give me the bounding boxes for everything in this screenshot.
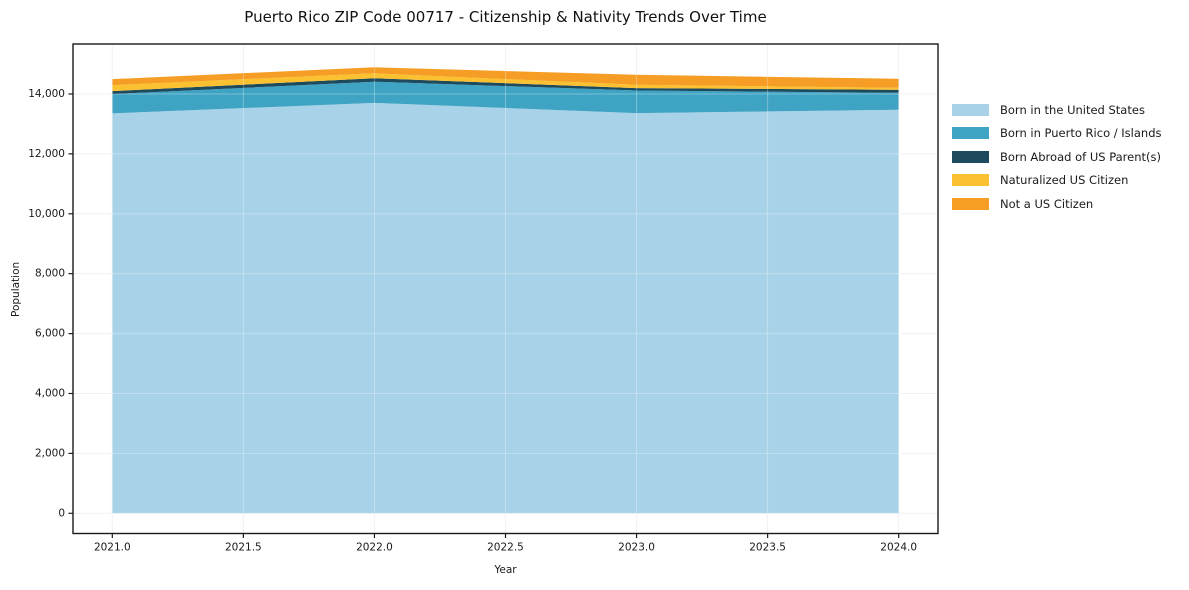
- legend-label: Born Abroad of US Parent(s): [1000, 149, 1161, 164]
- x-tick-label: 2024.0: [880, 542, 917, 554]
- y-tick-label: 10,000: [28, 208, 65, 220]
- area-born-in-puerto-rico-islands: [112, 81, 899, 114]
- y-tick-label: 8,000: [35, 268, 65, 280]
- area-born-in-the-united-states: [112, 102, 899, 514]
- legend-item-born-abroad-of-us-parent-s: Born Abroad of US Parent(s): [952, 145, 1162, 169]
- y-tick-label: 2,000: [35, 447, 65, 459]
- y-tick-label: 4,000: [35, 387, 65, 399]
- chart-title: Puerto Rico ZIP Code 00717 - Citizenship…: [244, 8, 767, 26]
- area-naturalized-us-citizen: [112, 73, 899, 92]
- legend-label: Not a US Citizen: [1000, 196, 1094, 211]
- legend-swatch-not-a-us-citizen: [952, 197, 989, 210]
- legend-swatch-born-in-puerto-rico-islands: [952, 127, 989, 140]
- y-tick-label: 0: [58, 507, 65, 519]
- y-tick-label: 12,000: [28, 148, 65, 160]
- legend-item-naturalized-us-citizen: Naturalized US Citizen: [952, 169, 1162, 193]
- x-tick-label: 2022.0: [356, 542, 393, 554]
- legend-item-born-in-the-united-states: Born in the United States: [952, 98, 1162, 122]
- legend-label: Born in Puerto Rico / Islands: [1000, 126, 1162, 141]
- x-tick-label: 2023.0: [618, 542, 655, 554]
- legend-label: Naturalized US Citizen: [1000, 173, 1129, 188]
- x-tick-label: 2021.0: [94, 542, 131, 554]
- x-axis-label: Year: [494, 564, 517, 576]
- y-tick-label: 6,000: [35, 328, 65, 340]
- legend-label: Born in the United States: [1000, 102, 1145, 117]
- x-tick-label: 2022.5: [487, 542, 524, 554]
- legend-swatch-naturalized-us-citizen: [952, 174, 989, 187]
- legend-item-born-in-puerto-rico-islands: Born in Puerto Rico / Islands: [952, 122, 1162, 146]
- area-born-abroad-of-us-parent-s: [112, 78, 899, 95]
- legend-item-not-a-us-citizen: Not a US Citizen: [952, 192, 1162, 216]
- y-tick-label: 14,000: [28, 88, 65, 100]
- legend-swatch-born-abroad-of-us-parent-s: [952, 150, 989, 163]
- legend-swatch-born-in-the-united-states: [952, 103, 989, 116]
- x-tick-label: 2023.5: [749, 542, 786, 554]
- area-not-a-us-citizen: [112, 67, 899, 88]
- legend: Born in the United States Born in Puerto …: [952, 98, 1162, 216]
- x-tick-label: 2021.5: [225, 542, 262, 554]
